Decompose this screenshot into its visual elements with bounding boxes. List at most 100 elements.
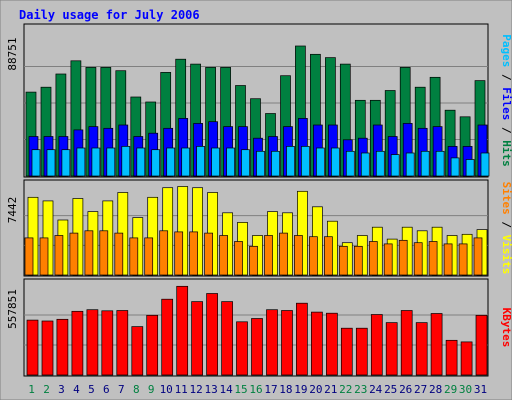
x-tick-label-10: 10: [160, 383, 173, 396]
bar-pages-day-15: [241, 149, 250, 177]
bar-sites-day-15: [234, 241, 243, 276]
bar-sites-day-25: [383, 243, 393, 276]
x-tick-label-20: 20: [309, 383, 322, 396]
bar-sites-day-21: [324, 236, 333, 276]
bar-sites-day-20: [309, 236, 318, 276]
x-tick-label-16: 16: [249, 383, 262, 396]
bar-pages-day-6: [106, 147, 116, 177]
bar-kbytes-day-3: [56, 318, 69, 376]
bar-pages-day-13: [211, 147, 220, 177]
legend-sites: Sites: [500, 182, 512, 215]
bar-kbytes-day-8: [131, 326, 144, 376]
x-tick-label-29: 29: [444, 383, 457, 396]
bar-kbytes-day-23: [355, 327, 368, 376]
x-tick-label-23: 23: [354, 383, 367, 396]
bar-sites-day-31: [473, 237, 483, 276]
x-tick-label-31: 31: [474, 383, 487, 396]
bar-pages-day-10: [166, 147, 176, 177]
x-tick-label-21: 21: [324, 383, 337, 396]
bar-kbytes-day-17: [266, 309, 278, 376]
bar-pages-day-5: [91, 147, 101, 177]
legend-visits: Visits: [500, 235, 512, 275]
bar-pages-day-23: [360, 152, 370, 177]
bar-sites-day-30: [458, 243, 468, 276]
bar-sites-day-28: [428, 241, 438, 276]
x-tick-label-14: 14: [219, 383, 233, 396]
legend-hits: Hits: [500, 140, 512, 167]
bar-pages-day-21: [331, 147, 340, 177]
bar-pages-day-31: [480, 152, 490, 177]
x-tick-label-28: 28: [429, 383, 442, 396]
x-tick-label-25: 25: [384, 383, 397, 396]
side-legend-visits: Sites / Visits: [500, 182, 512, 275]
bar-sites-day-22: [338, 245, 348, 276]
bar-sites-day-1: [24, 237, 34, 276]
bar-sites-day-5: [84, 230, 94, 276]
legend-pages: Pages: [500, 34, 512, 67]
bar-pages-day-24: [375, 150, 385, 177]
x-tick-label-30: 30: [459, 383, 472, 396]
x-tick-label-12: 12: [189, 383, 202, 396]
bar-pages-day-30: [465, 159, 475, 177]
bar-sites-day-27: [413, 242, 423, 276]
bar-sites-day-18: [279, 232, 288, 276]
bar-pages-day-27: [420, 150, 430, 177]
panel-kbytes: 557851 KBytes: [6, 278, 512, 377]
x-tick-label-2: 2: [43, 383, 50, 396]
bar-sites-day-14: [219, 235, 228, 276]
x-tick-label-8: 8: [133, 383, 140, 396]
x-tick-label-7: 7: [118, 383, 125, 396]
bar-kbytes-day-19: [296, 302, 308, 376]
bar-sites-day-7: [114, 232, 124, 276]
x-tick-label-5: 5: [88, 383, 95, 396]
bar-sites-day-3: [54, 235, 64, 276]
x-tick-label-19: 19: [294, 383, 307, 396]
bar-kbytes-day-4: [71, 310, 84, 376]
bar-kbytes-day-26: [400, 310, 413, 376]
bar-kbytes-day-21: [326, 312, 338, 376]
bar-pages-day-7: [121, 146, 131, 177]
bar-kbytes-day-30: [460, 341, 473, 376]
bar-pages-day-16: [256, 150, 265, 177]
bar-pages-day-11: [181, 147, 191, 177]
bar-sites-day-24: [368, 241, 378, 276]
bar-sites-day-6: [99, 230, 109, 276]
bar-kbytes-day-22: [340, 327, 353, 376]
bar-kbytes-day-25: [385, 322, 398, 376]
bar-kbytes-day-14: [221, 301, 233, 376]
bar-pages-day-14: [226, 147, 235, 177]
bar-kbytes-day-15: [236, 321, 248, 376]
x-tick-label-11: 11: [175, 383, 188, 396]
x-tick-label-15: 15: [234, 383, 247, 396]
bar-kbytes-day-16: [251, 318, 263, 376]
bar-pages-day-26: [405, 152, 415, 177]
bar-sites-day-12: [189, 231, 198, 276]
bar-kbytes-day-2: [41, 320, 54, 376]
bar-sites-day-23: [353, 245, 363, 276]
bar-kbytes-day-11: [176, 285, 189, 376]
chart-title: Daily usage for July 2006: [19, 8, 200, 22]
bar-kbytes-day-6: [101, 310, 114, 376]
x-tick-label-22: 22: [339, 383, 352, 396]
bar-pages-day-17: [271, 150, 280, 177]
bar-pages-day-12: [196, 146, 205, 177]
legend-kbytes: KBytes: [500, 308, 512, 348]
bar-sites-day-8: [129, 237, 139, 276]
bar-kbytes-day-9: [146, 314, 159, 376]
side-legend-kbytes: KBytes: [500, 308, 512, 348]
bar-kbytes-day-7: [116, 310, 129, 376]
x-tick-label-24: 24: [369, 383, 383, 396]
bar-pages-day-4: [76, 147, 86, 177]
bar-kbytes-day-27: [415, 322, 428, 376]
bar-sites-day-19: [294, 235, 303, 276]
bar-sites-day-11: [174, 231, 184, 276]
bar-sites-day-9: [144, 237, 154, 276]
bar-sites-day-2: [39, 237, 49, 276]
bar-pages-day-2: [46, 149, 56, 177]
bar-kbytes-day-31: [475, 314, 488, 376]
x-tick-label-4: 4: [73, 383, 80, 396]
bar-sites-day-10: [159, 230, 169, 276]
bar-kbytes-day-1: [26, 319, 39, 376]
x-tick-label-26: 26: [399, 383, 412, 396]
